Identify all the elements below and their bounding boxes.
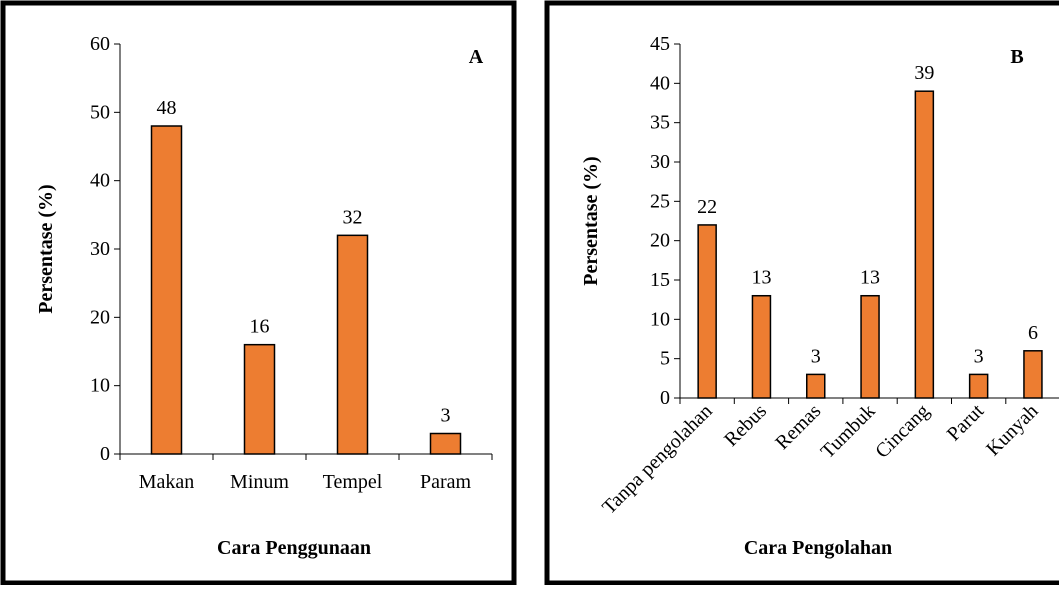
y-tick-label: 20: [650, 230, 670, 252]
panel-b-frame: [544, 0, 1059, 586]
data-label: 13: [751, 267, 771, 289]
y-tick-label: 25: [650, 190, 670, 212]
y-tick-label: 10: [650, 308, 670, 330]
y-tick-label: 15: [650, 269, 670, 291]
data-label: 3: [441, 405, 451, 427]
category-label: Minum: [230, 471, 289, 493]
data-label: 39: [914, 62, 934, 84]
bar: [1023, 350, 1043, 399]
y-tick-label: 50: [90, 101, 110, 123]
y-tick-label: 30: [90, 238, 110, 260]
y-tick-label: 40: [650, 72, 670, 94]
panel-a-label: A: [469, 46, 484, 68]
data-label: 48: [157, 97, 177, 119]
panel-b-x-axis-title: Cara Pengolahan: [744, 537, 892, 559]
y-tick-label: 20: [90, 306, 110, 328]
y-tick-label: 5: [660, 348, 670, 370]
y-tick-label: 35: [650, 112, 670, 134]
panel-b-y-axis-title: Persentase (%): [580, 156, 602, 285]
y-tick-label: 0: [100, 443, 110, 465]
y-tick-label: 40: [90, 170, 110, 192]
data-label: 13: [860, 267, 880, 289]
bar: [336, 234, 369, 455]
chart-panel-a: 0 10 20 30 40 50 60 48 16 32 3 Makan Minum Tempel Pa…: [0, 0, 517, 586]
bar: [860, 294, 880, 399]
bar: [150, 125, 183, 455]
panel-b-label: B: [1010, 46, 1023, 68]
data-label: 3: [974, 345, 984, 367]
y-tick-label: 60: [90, 33, 110, 55]
bar: [806, 373, 826, 399]
bar: [697, 224, 717, 399]
category-label: Makan: [139, 471, 195, 493]
category-label: Tempel: [323, 471, 383, 493]
data-label: 6: [1028, 322, 1038, 344]
y-tick-label: 0: [660, 387, 670, 409]
panel-a-y-axis-title: Persentase (%): [35, 184, 57, 313]
data-label: 3: [811, 345, 821, 367]
y-tick-label: 10: [90, 375, 110, 397]
bar: [243, 343, 276, 455]
bar: [914, 90, 935, 399]
panel-a-frame: [0, 0, 517, 586]
bar: [968, 373, 989, 399]
bar: [751, 294, 772, 399]
category-label: Param: [420, 471, 472, 493]
bar: [429, 432, 462, 455]
panel-a-x-axis-title: Cara Penggunaan: [217, 537, 371, 559]
y-tick-label: 30: [650, 151, 670, 173]
data-label: 22: [697, 196, 717, 218]
y-tick-label: 45: [650, 33, 670, 55]
data-label: 16: [250, 316, 270, 338]
data-label: 32: [343, 206, 363, 228]
